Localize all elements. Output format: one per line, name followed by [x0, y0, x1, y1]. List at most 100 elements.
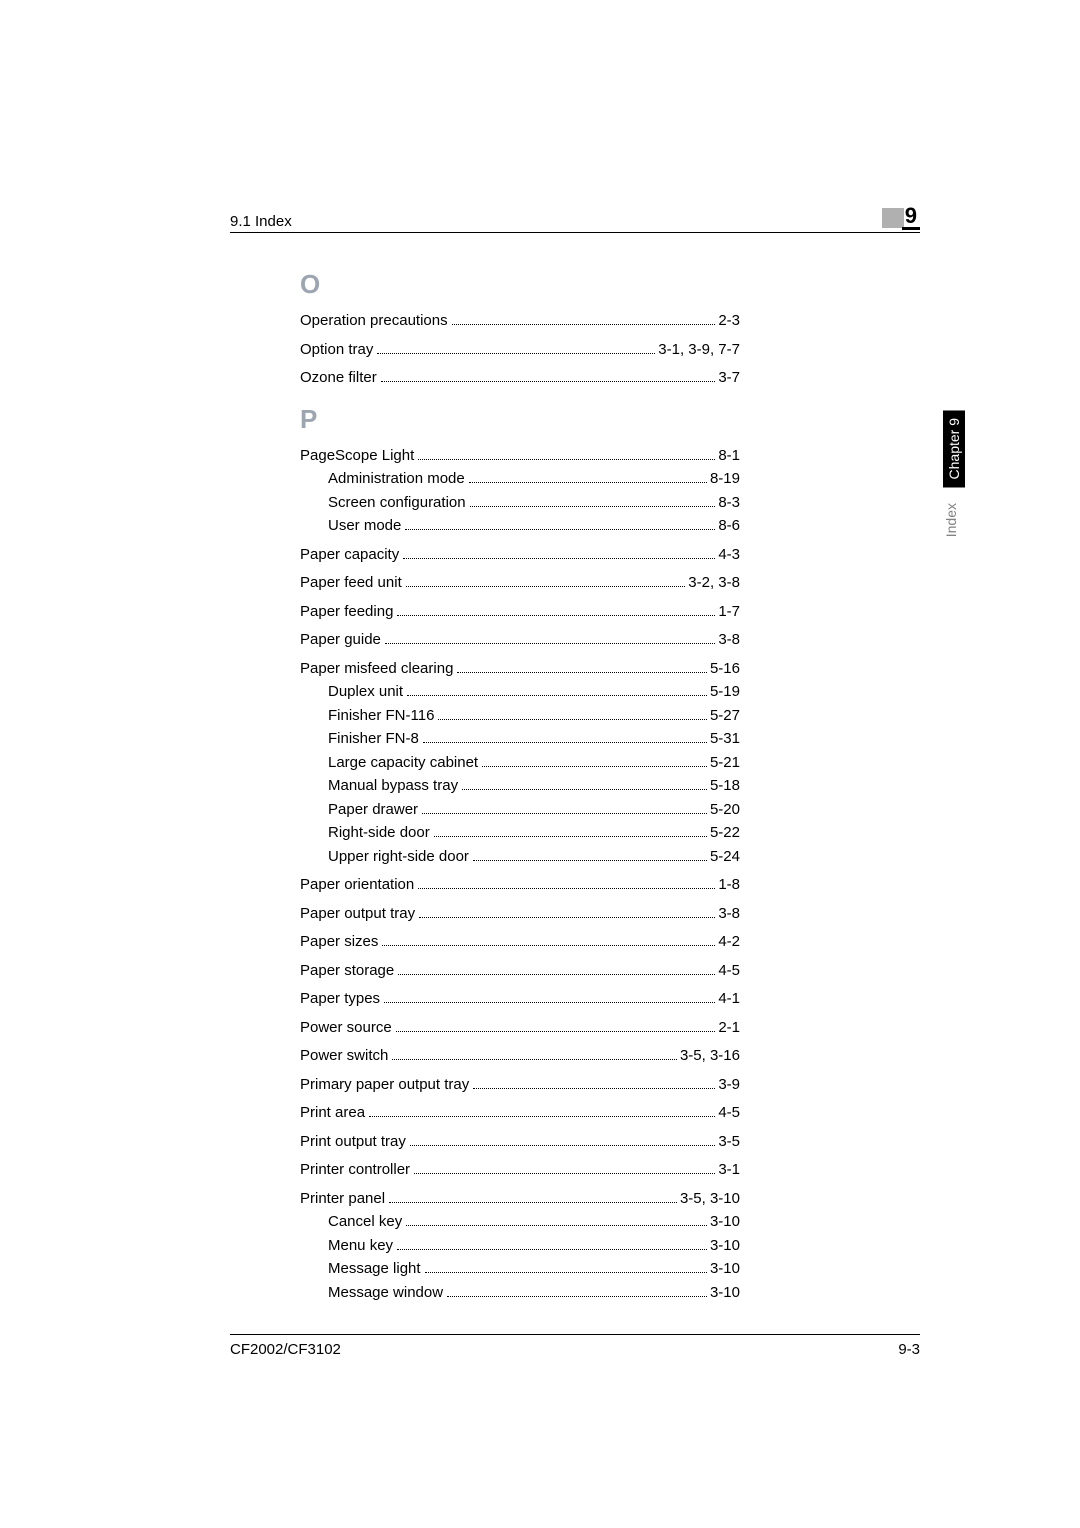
index-entry: Print output tray 3-5 [300, 1131, 740, 1154]
entry-label: Paper storage [300, 960, 394, 983]
leader-dots [396, 1031, 716, 1032]
entry-label: Ozone filter [300, 367, 377, 390]
entry-page: 5-31 [710, 728, 740, 751]
entry-page: 2-1 [718, 1017, 740, 1040]
index-entry: User mode 8-6 [328, 515, 740, 538]
section-title: 9.1 Index [230, 213, 292, 230]
leader-dots [462, 789, 707, 790]
entry-page: 3-10 [710, 1211, 740, 1234]
leader-dots [419, 917, 715, 918]
leader-dots [407, 695, 707, 696]
entry-page: 5-18 [710, 775, 740, 798]
letter-heading: O [300, 269, 740, 300]
chapter-gray-block [882, 208, 904, 228]
letter-heading: P [300, 404, 740, 435]
entry-page: 8-1 [718, 445, 740, 468]
index-entry: Option tray 3-1, 3-9, 7-7 [300, 339, 740, 362]
entry-label: Power source [300, 1017, 392, 1040]
entry-page: 5-19 [710, 681, 740, 704]
leader-dots [406, 586, 686, 587]
index-entry: Upper right-side door 5-24 [328, 846, 740, 869]
leader-dots [382, 945, 715, 946]
index-entry: Paper sizes 4-2 [300, 931, 740, 954]
header-row: 9.1 Index 9 [230, 205, 920, 233]
index-entry: PageScope Light 8-1 [300, 445, 740, 468]
index-entry: Cancel key 3-10 [328, 1211, 740, 1234]
entry-label: Large capacity cabinet [328, 752, 478, 775]
entry-page: 2-3 [718, 310, 740, 333]
entry-page: 3-10 [710, 1282, 740, 1305]
leader-dots [425, 1272, 707, 1273]
index-entry: Paper drawer 5-20 [328, 799, 740, 822]
entry-page: 4-5 [718, 960, 740, 983]
entry-label: Message light [328, 1258, 421, 1281]
leader-dots [447, 1296, 707, 1297]
index-entry: Ozone filter 3-7 [300, 367, 740, 390]
leader-dots [414, 1173, 715, 1174]
entry-label: Paper feed unit [300, 572, 402, 595]
entry-page: 1-8 [718, 874, 740, 897]
entry-label: Paper sizes [300, 931, 378, 954]
leader-dots [452, 324, 716, 325]
entry-label: User mode [328, 515, 401, 538]
leader-dots [381, 381, 716, 382]
page: 9.1 Index 9 O Operation precautions 2-3 Op… [0, 0, 1080, 1528]
leader-dots [473, 860, 707, 861]
entry-label: Print area [300, 1102, 365, 1125]
index-entry: Print area 4-5 [300, 1102, 740, 1125]
index-entry: Finisher FN-8 5-31 [328, 728, 740, 751]
entry-page: 5-27 [710, 705, 740, 728]
entry-label: Finisher FN-116 [328, 705, 434, 728]
leader-dots [434, 836, 707, 837]
leader-dots [397, 1249, 707, 1250]
entry-page: 3-10 [710, 1258, 740, 1281]
entry-label: Paper capacity [300, 544, 399, 567]
chapter-number: 9 [902, 205, 920, 230]
entry-label: PageScope Light [300, 445, 414, 468]
index-entry: Operation precautions 2-3 [300, 310, 740, 333]
entry-label: Menu key [328, 1235, 393, 1258]
entry-page: 5-16 [710, 658, 740, 681]
index-entry: Paper orientation 1-8 [300, 874, 740, 897]
index-entry: Printer controller 3-1 [300, 1159, 740, 1182]
entry-page: 3-5, 3-10 [680, 1188, 740, 1211]
index-content: O Operation precautions 2-3 Option tray 3-… [300, 255, 740, 1304]
entry-label: Print output tray [300, 1131, 406, 1154]
entry-label: Message window [328, 1282, 443, 1305]
index-entry: Manual bypass tray 5-18 [328, 775, 740, 798]
entry-page: 3-5, 3-16 [680, 1045, 740, 1068]
entry-label: Paper orientation [300, 874, 414, 897]
entry-label: Paper misfeed clearing [300, 658, 453, 681]
index-entry: Paper feeding 1-7 [300, 601, 740, 624]
leader-dots [398, 974, 715, 975]
leader-dots [403, 558, 715, 559]
entry-page: 3-2, 3-8 [688, 572, 740, 595]
entry-label: Option tray [300, 339, 373, 362]
index-entry: Message window 3-10 [328, 1282, 740, 1305]
footer-page: 9-3 [898, 1341, 920, 1358]
leader-dots [438, 719, 707, 720]
entry-page: 1-7 [718, 601, 740, 624]
index-entry: Paper storage 4-5 [300, 960, 740, 983]
entry-label: Printer panel [300, 1188, 385, 1211]
leader-dots [422, 813, 707, 814]
index-entry: Paper misfeed clearing 5-16 [300, 658, 740, 681]
index-entry: Administration mode 8-19 [328, 468, 740, 491]
entry-label: Duplex unit [328, 681, 403, 704]
entry-page: 5-24 [710, 846, 740, 869]
index-entry: Finisher FN-116 5-27 [328, 705, 740, 728]
entry-page: 3-8 [718, 629, 740, 652]
index-entry: Paper types 4-1 [300, 988, 740, 1011]
entry-label: Paper feeding [300, 601, 393, 624]
index-entry: Power switch 3-5, 3-16 [300, 1045, 740, 1068]
entry-page: 5-21 [710, 752, 740, 775]
entry-page: 5-20 [710, 799, 740, 822]
index-entry: Screen configuration 8-3 [328, 492, 740, 515]
leader-dots [423, 742, 707, 743]
entry-label: Paper drawer [328, 799, 418, 822]
entry-label: Manual bypass tray [328, 775, 458, 798]
index-entry: Right-side door 5-22 [328, 822, 740, 845]
entry-label: Primary paper output tray [300, 1074, 469, 1097]
entry-page: 5-22 [710, 822, 740, 845]
leader-dots [384, 1002, 715, 1003]
